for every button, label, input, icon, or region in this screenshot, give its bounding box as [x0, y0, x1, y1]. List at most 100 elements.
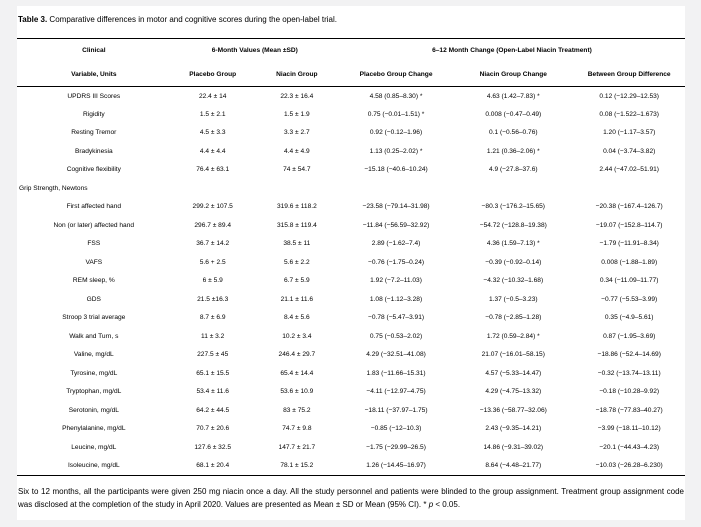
table-row: Bradykinesia 4.4 ± 4.4 4.4 ± 4.9 1.13 (0.25…: [17, 142, 685, 161]
table-cell: 4.29 (−32.51–41.08): [366, 351, 426, 359]
table-cell: −23.58 (−79.14–31.98): [362, 203, 430, 211]
row-label: Cognitive flexibility: [66, 166, 121, 174]
table-cell: 1.13 (0.25–2.02) *: [369, 147, 423, 155]
table-cell: 0.92 (−0.12–1.96): [369, 129, 423, 137]
header-placebo-group-change: Placebo Group Change: [359, 70, 433, 78]
table-cell: 0.75 (−0.53–2.02): [369, 332, 423, 340]
row-label: Rigidity: [83, 110, 105, 118]
table-cell: −0.39 (−0.92–0.14): [485, 258, 542, 266]
header-niacin-group: Niacin Group: [276, 70, 318, 78]
table-caption: Table 3. Comparative differences in moto…: [18, 14, 685, 25]
row-label: GDS: [86, 295, 101, 303]
table-cell: 6.7 ± 5.9: [284, 277, 310, 285]
table-cell: 70.7 ± 20.6: [196, 425, 230, 433]
table-row: Tyrosine, mg/dL 65.1 ± 15.5 65.4 ± 14.4 1.8…: [17, 364, 685, 383]
table-cell: 1.37 (−0.5–3.23): [488, 295, 538, 303]
row-label: Resting Tremor: [71, 129, 117, 137]
table-caption-text: Comparative differences in motor and cog…: [47, 15, 337, 24]
table-cell: 64.2 ± 44.5: [196, 406, 230, 414]
table-cell: 1.92 (−7.2–11.03): [370, 277, 422, 285]
table-cell: −0.18 (−10.28–9.92): [599, 388, 660, 396]
table-cell: −4.32 (−10.32–1.68): [483, 277, 544, 285]
table-cell: 2.44 (−47.02–51.91): [599, 166, 659, 174]
table-row: Walk and Turn, s 11 ± 3.2 10.2 ± 3.4 0.75 (…: [17, 327, 685, 346]
table-cell: 3.3 ± 2.7: [284, 129, 310, 137]
table-cell: 0.1 (−0.56–0.76): [488, 129, 538, 137]
table-cell: −0.76 (−1.75–0.24): [368, 258, 425, 266]
section-row: Grip Strength, Newtons: [17, 179, 685, 198]
table-row: Serotonin, mg/dL 64.2 ± 44.5 83 ± 75.2 −18.…: [17, 401, 685, 420]
row-label: VAFS: [85, 258, 103, 266]
table-cell: 1.20 (−1.17–3.57): [603, 129, 656, 137]
table-cell: 227.5 ± 45: [197, 351, 229, 359]
row-label: REM sleep, %: [72, 277, 115, 285]
header-columns-row: Variable, Units Placebo Group Niacin Gro…: [17, 63, 685, 87]
row-label: Leucine, mg/dL: [71, 443, 117, 451]
table-cell: 76.4 ± 63.1: [196, 166, 230, 174]
table-cell: −0.78 (−5.47–3.91): [368, 314, 425, 322]
table-cell: −18.78 (−77.83–40.27): [595, 406, 663, 414]
table-cell: 8.64 (−4.48–21.77): [485, 462, 542, 469]
table-cell: 1.21 (0.36–2.06) *: [486, 147, 540, 155]
table-cell: 1.72 (0.59–2.84) *: [486, 332, 540, 340]
table-cell: 21.1 ± 11.6: [280, 295, 314, 303]
table-row: Resting Tremor 4.5 ± 3.3 3.3 ± 2.7 0.92 (−0…: [17, 124, 685, 143]
table-cell: −1.75 (−29.99–26.5): [366, 443, 426, 451]
table-caption-label: Table 3.: [18, 15, 48, 24]
table-cell: 21.07 (−16.01–58.15): [481, 351, 545, 359]
table-row: VAFS 5.6 + 2.5 5.6 ± 2.2 −0.76 (−1.75–0.24)…: [17, 253, 685, 272]
table-cell: 65.1 ± 15.5: [196, 369, 230, 377]
table-cell: 4.58 (0.85–8.30) *: [369, 92, 423, 100]
table-cell: 0.008 (−0.47–0.49): [485, 110, 542, 118]
table-cell: 22.4 ± 14: [198, 92, 227, 100]
table-cell: 0.008 (−1.88–1.89): [601, 258, 658, 266]
table-cell: −0.77 (−5.53–3.99): [601, 295, 658, 303]
table-row: Leucine, mg/dL 127.6 ± 32.5 147.7 ± 21.7 −1…: [17, 438, 685, 457]
table-cell: 4.63 (1.42–7.83) *: [486, 92, 540, 100]
header-6-12-month-change: 6–12 Month Change (Open-Label Niacin Tre…: [432, 47, 592, 55]
table-row: Valine, mg/dL 227.5 ± 45 246.4 ± 29.7 4.29 …: [17, 346, 685, 365]
table-cell: 0.12 (−12.29–12.53): [599, 92, 659, 100]
row-label: Bradykinesia: [74, 147, 113, 155]
table-cell: 4.57 (−5.33–14.47): [485, 369, 542, 377]
table-footnote: Six to 12 months, all the participants w…: [18, 485, 684, 511]
table-row: UPDRS III Scores 22.4 ± 14 22.3 ± 16.4 4.58…: [17, 87, 685, 106]
table-cell: 53.4 ± 11.6: [196, 388, 229, 396]
row-label: Isoleucine, mg/dL: [67, 462, 120, 469]
table-cell: −0.85 (−12–10.3): [370, 425, 422, 433]
table-cell: 11 ± 3.2: [201, 332, 225, 340]
table-row: REM sleep, % 6 ± 5.9 6.7 ± 5.9 1.92 (−7.2–1…: [17, 272, 685, 291]
table-body: UPDRS III Scores 22.4 ± 14 22.3 ± 16.4 4.58…: [17, 87, 685, 476]
table-cell: −20.38 (−167.4–126.7): [595, 203, 663, 211]
table-row: Stroop 3 trial average 8.7 ± 6.9 8.4 ± 5.6…: [17, 309, 685, 328]
table-cell: 4.29 (−4.75–13.32): [485, 388, 542, 396]
table-row: Non (or later) affected hand 296.7 ± 89.4…: [17, 216, 685, 235]
table-cell: 299.2 ± 107.5: [192, 203, 233, 211]
table-cell: 83 ± 75.2: [283, 406, 311, 414]
table-cell: 315.8 ± 119.4: [276, 221, 317, 229]
table-cell: 8.7 ± 6.9: [199, 314, 226, 322]
header-between-group-difference: Between Group Difference: [587, 70, 671, 78]
table-cell: −54.72 (−128.8–19.38): [479, 221, 547, 229]
footnote-p-symbol: p: [428, 499, 434, 509]
table-cell: 2.89 (−1.62–7.4): [371, 240, 421, 248]
table-cell: 8.4 ± 5.6: [284, 314, 310, 322]
header-clinical: Clinical: [82, 47, 106, 55]
table-row: Tryptophan, mg/dL 53.4 ± 11.6 53.6 ± 10.9 −…: [17, 383, 685, 402]
section-row-label: Grip Strength, Newtons: [19, 184, 88, 192]
table-row: Isoleucine, mg/dL 68.1 ± 20.4 78.1 ± 15.2 1…: [17, 457, 685, 476]
table-cell: 1.83 (−11.66–15.31): [366, 369, 426, 377]
table-cell: 4.36 (1.59–7.13) *: [486, 240, 540, 248]
table-row: FSS 36.7 ± 14.2 38.5 ± 11 2.89 (−1.62–7.4) 4…: [17, 235, 685, 254]
table-cell: 65.4 ± 14.4: [280, 369, 314, 377]
table-cell: −20.1 (−44.43–4.23): [599, 443, 660, 451]
table-cell: 53.6 ± 10.9: [280, 388, 314, 396]
table-cell: 0.08 (−1.522–1.673): [599, 110, 659, 118]
row-label: FSS: [87, 240, 101, 248]
table-cell: 127.6 ± 32.5: [194, 443, 232, 451]
row-label: Walk and Turn, s: [69, 332, 119, 340]
table-cell: 0.34 (−11.09–11.77): [599, 277, 659, 285]
table-cell: 0.35 (−4.9–5.61): [604, 314, 654, 322]
row-label: Valine, mg/dL: [73, 351, 114, 359]
